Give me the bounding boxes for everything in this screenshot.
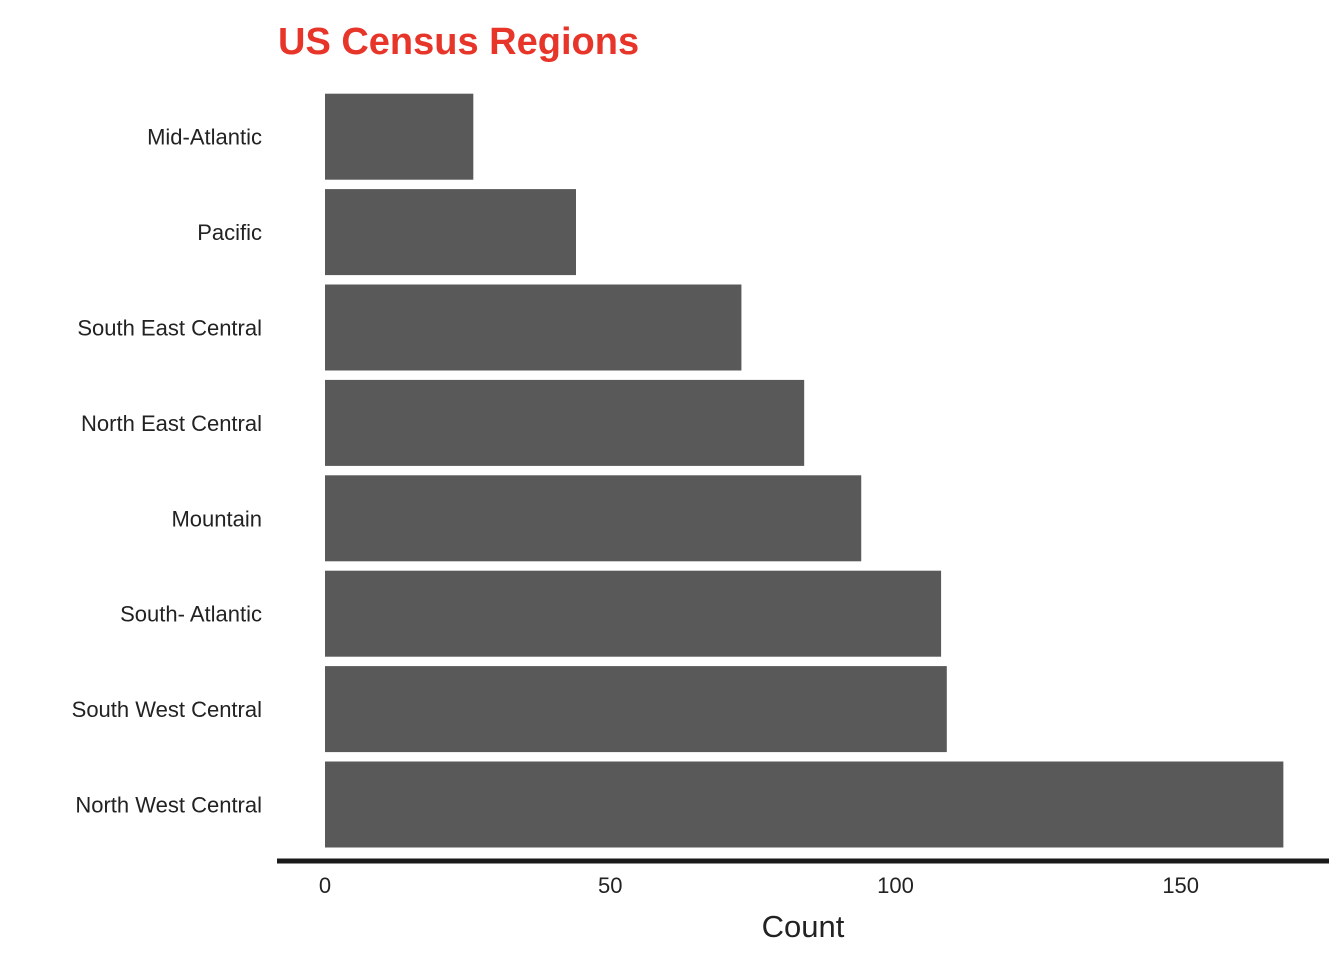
bar-mountain <box>325 475 862 562</box>
bar-mid-atlantic <box>325 93 474 180</box>
x-axis-title: Count <box>762 909 845 944</box>
category-label-mid-atlantic: Mid-Atlantic <box>147 125 262 150</box>
bar-south-east-central <box>325 284 742 371</box>
category-label-north-east-central: North East Central <box>81 411 262 436</box>
x-tick-label-150: 150 <box>1162 873 1199 898</box>
category-label-south-atlantic: South- Atlantic <box>120 602 262 627</box>
bar-north-west-central <box>325 761 1284 848</box>
x-tick-label-100: 100 <box>877 873 914 898</box>
category-label-north-west-central: North West Central <box>75 793 262 818</box>
x-tick-label-50: 50 <box>598 873 622 898</box>
category-labels: Mid-Atlantic Pacific South East Central Nor… <box>72 125 262 818</box>
bar-pacific <box>325 189 576 276</box>
category-label-pacific: Pacific <box>197 220 262 245</box>
chart-title: US Census Regions <box>278 21 639 63</box>
bar-north-east-central <box>325 379 805 466</box>
category-label-mountain: Mountain <box>171 506 262 531</box>
x-tick-label-0: 0 <box>319 873 331 898</box>
category-label-south-west-central: South West Central <box>72 697 262 722</box>
x-tick-labels: 0 50 100 150 <box>319 873 1199 898</box>
bar-south-atlantic <box>325 570 942 657</box>
category-label-south-east-central: South East Central <box>77 316 262 341</box>
bar-south-west-central <box>325 666 947 753</box>
bars-group <box>325 93 1284 848</box>
